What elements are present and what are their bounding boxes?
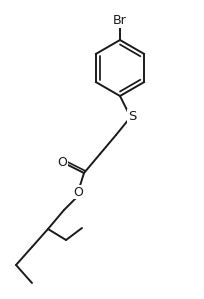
Text: O: O bbox=[57, 156, 67, 170]
Text: S: S bbox=[128, 109, 136, 123]
Text: Br: Br bbox=[113, 14, 127, 28]
Text: O: O bbox=[73, 185, 83, 199]
